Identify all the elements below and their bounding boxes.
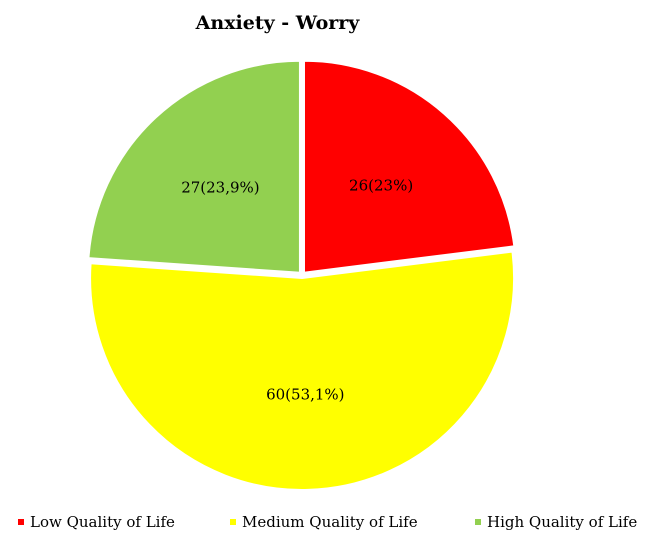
legend-label-medium: Medium Quality of Life — [242, 513, 418, 531]
legend-swatch-low — [18, 519, 24, 525]
slice-low — [302, 59, 516, 274]
legend-item-medium: Medium Quality of Life — [230, 513, 418, 531]
pie-labels: 26(23%) 60(53,1%) 27(23,9%) — [181, 176, 413, 403]
legend-swatch-high — [475, 519, 481, 525]
slice-high — [87, 59, 301, 274]
legend-label-high: High Quality of Life — [487, 513, 638, 531]
data-label-low: 26(23%) — [349, 176, 413, 194]
data-label-high: 27(23,9%) — [181, 179, 259, 197]
slice-medium — [89, 250, 516, 492]
chart-title: Anxiety - Worry — [195, 12, 360, 34]
pie-slices — [87, 59, 516, 492]
legend: Low Quality of Life Medium Quality of Li… — [0, 513, 665, 535]
legend-item-high: High Quality of Life — [475, 513, 637, 531]
legend-swatch-medium — [230, 519, 236, 525]
legend-item-low: Low Quality of Life — [18, 513, 175, 531]
legend-label-low: Low Quality of Life — [30, 513, 175, 531]
data-label-medium: 60(53,1%) — [266, 386, 344, 404]
